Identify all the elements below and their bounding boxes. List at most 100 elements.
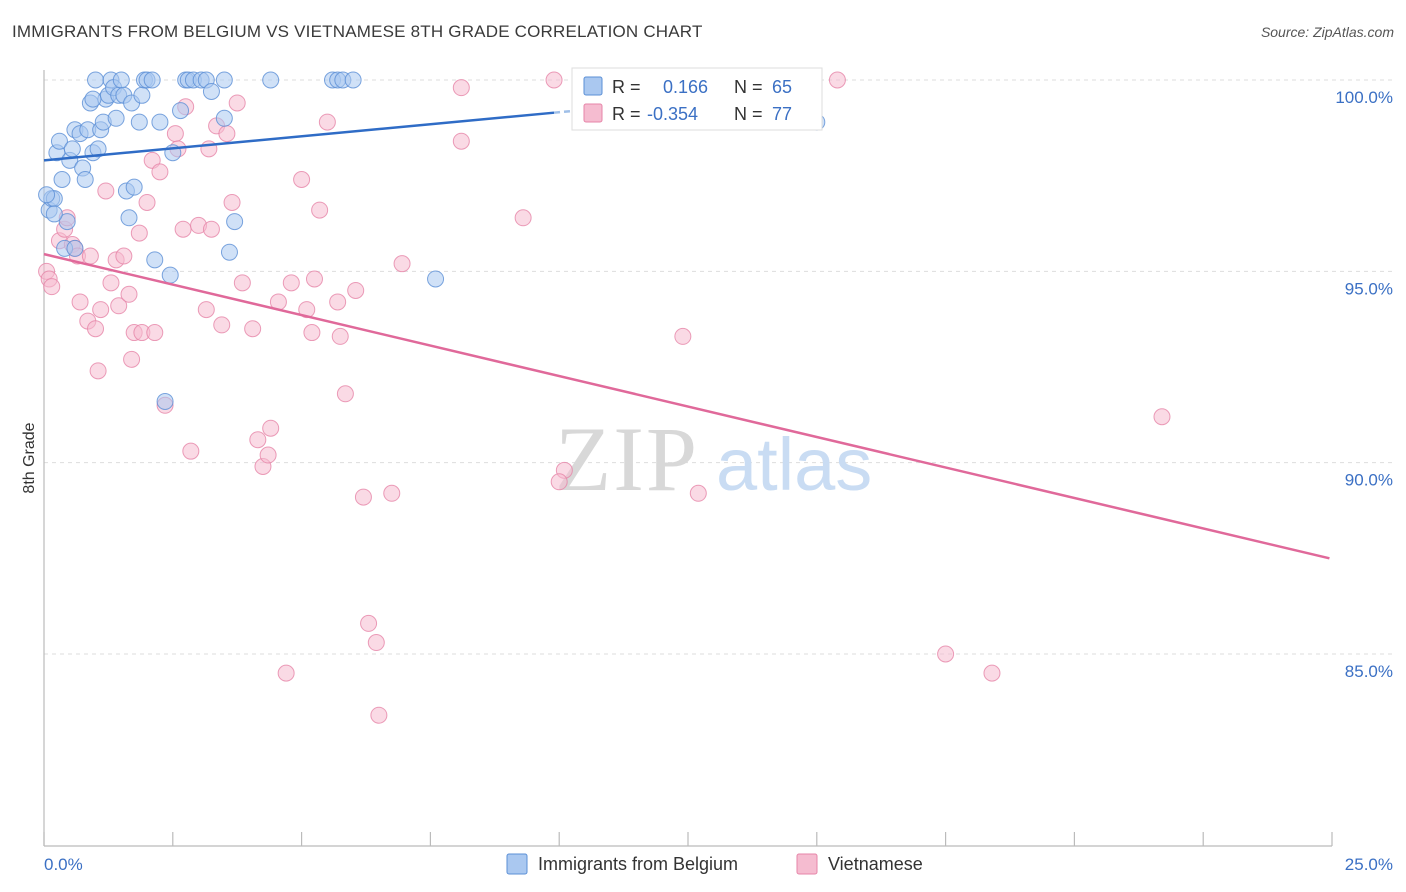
vietnamese-point-72 — [545, 71, 563, 89]
legend-n-label-pink: N = — [734, 104, 763, 124]
vietnamese-point-40 — [213, 316, 231, 334]
vietnamese-point-11 — [81, 247, 99, 265]
vietnamese-point-41 — [218, 125, 236, 143]
belgium-point-38 — [151, 113, 169, 131]
vietnamese-point-53 — [293, 170, 311, 188]
vietnamese-point-60 — [331, 327, 349, 345]
vietnamese-point-75 — [674, 327, 692, 345]
belgium-point-39 — [156, 392, 174, 410]
vietnamese-point-19 — [115, 247, 133, 265]
vietnamese-point-14 — [92, 301, 110, 319]
belgium-point-61 — [45, 205, 63, 223]
vietnamese-point-55 — [303, 324, 321, 342]
vietnamese-point-52 — [282, 274, 300, 292]
vietnamese-point-25 — [138, 193, 156, 211]
x-tick-label-min: 0.0% — [44, 855, 83, 874]
series-legend-swatch-blue — [506, 853, 528, 875]
belgium-points — [38, 71, 826, 410]
vietnamese-point-80 — [1153, 408, 1171, 426]
legend-r-label-blue: R = — [612, 77, 641, 97]
vietnamese-trendline — [43, 252, 1330, 560]
vietnamese-point-59 — [329, 293, 347, 311]
vietnamese-point-63 — [354, 488, 372, 506]
belgium-point-12 — [76, 170, 94, 188]
legend-swatch-pink — [583, 103, 603, 123]
vietnamese-point-12 — [87, 320, 105, 338]
belgium-point-8 — [63, 140, 81, 158]
legend-r-value-pink: -0.354 — [647, 104, 698, 124]
vietnamese-point-67 — [383, 484, 401, 502]
vietnamese-point-65 — [367, 634, 385, 652]
watermark: ZIP atlas — [555, 408, 872, 510]
vietnamese-point-44 — [233, 274, 251, 292]
belgium-point-29 — [120, 209, 138, 227]
belgium-point-53 — [262, 71, 280, 89]
vietnamese-point-2 — [43, 278, 61, 296]
belgium-point-16 — [87, 71, 105, 89]
series-legend-label-blue: Immigrants from Belgium — [538, 854, 738, 874]
belgium-point-6 — [58, 213, 76, 231]
vietnamese-point-16 — [102, 274, 120, 292]
vietnamese-point-36 — [197, 301, 215, 319]
belgium-point-52 — [220, 243, 238, 261]
belgium-point-48 — [202, 82, 220, 100]
belgium-point-60 — [38, 186, 56, 204]
belgium-point-40 — [161, 266, 179, 284]
belgium-trendline — [43, 111, 555, 162]
vietnamese-point-30 — [166, 125, 184, 143]
y-tick-labels: 85.0% 90.0% 95.0% 100.0% — [1335, 88, 1393, 681]
vietnamese-point-23 — [130, 224, 148, 242]
vietnamese-point-68 — [393, 255, 411, 273]
belgium-point-26 — [112, 71, 130, 89]
vietnamese-point-64 — [360, 614, 378, 632]
vietnamese-point-54 — [298, 301, 316, 319]
vietnamese-points — [38, 71, 1171, 724]
vietnamese-point-18 — [110, 297, 128, 315]
belgium-point-64 — [84, 90, 102, 108]
vietnamese-point-27 — [146, 324, 164, 342]
vietnamese-point-77 — [828, 71, 846, 89]
vietnamese-point-15 — [97, 182, 115, 200]
watermark-zip: ZIP — [555, 408, 699, 510]
gridlines — [44, 79, 1393, 655]
vietnamese-point-51 — [277, 664, 295, 682]
vietnamese-point-69 — [452, 79, 470, 97]
chart-title: IMMIGRANTS FROM BELGIUM VS VIETNAMESE 8T… — [12, 22, 703, 41]
vietnamese-point-76 — [689, 484, 707, 502]
vietnamese-point-79 — [983, 664, 1001, 682]
y-tick-label-85: 85.0% — [1345, 662, 1393, 681]
belgium-point-58 — [427, 270, 445, 288]
vietnamese-point-43 — [228, 94, 246, 112]
legend-box — [571, 67, 823, 131]
vietnamese-point-38 — [202, 220, 220, 238]
vietnamese-point-32 — [174, 220, 192, 238]
series-legend-swatch-pink — [796, 853, 818, 875]
vietnamese-point-42 — [223, 193, 241, 211]
belgium-point-37 — [146, 251, 164, 269]
legend-swatch-blue — [583, 76, 603, 96]
chart-source: Source: ZipAtlas.com — [1260, 24, 1394, 40]
correlation-legend: R = 0.166 N = 65 R = -0.354 N = 77 — [571, 67, 823, 131]
belgium-point-32 — [130, 113, 148, 131]
y-axis-label: 8th Grade — [21, 422, 38, 493]
vietnamese-point-20 — [120, 285, 138, 303]
belgium-point-36 — [143, 71, 161, 89]
vietnamese-point-21 — [123, 350, 141, 368]
vietnamese-point-71 — [514, 209, 532, 227]
vietnamese-point-58 — [318, 113, 336, 131]
vietnamese-point-46 — [249, 431, 267, 449]
vietnamese-point-49 — [262, 419, 280, 437]
legend-n-label-blue: N = — [734, 77, 763, 97]
vietnamese-point-61 — [336, 385, 354, 403]
belgium-point-5 — [53, 170, 71, 188]
belgium-point-63 — [66, 239, 84, 257]
x-axis-ticks — [43, 832, 1333, 846]
series-legend-label-pink: Vietnamese — [828, 854, 923, 874]
vietnamese-point-62 — [347, 281, 365, 299]
y-tick-label-90: 90.0% — [1345, 471, 1393, 490]
vietnamese-point-13 — [89, 362, 107, 380]
watermark-atlas: atlas — [716, 423, 872, 506]
belgium-point-24 — [107, 109, 125, 127]
legend-n-value-blue: 65 — [772, 77, 792, 97]
